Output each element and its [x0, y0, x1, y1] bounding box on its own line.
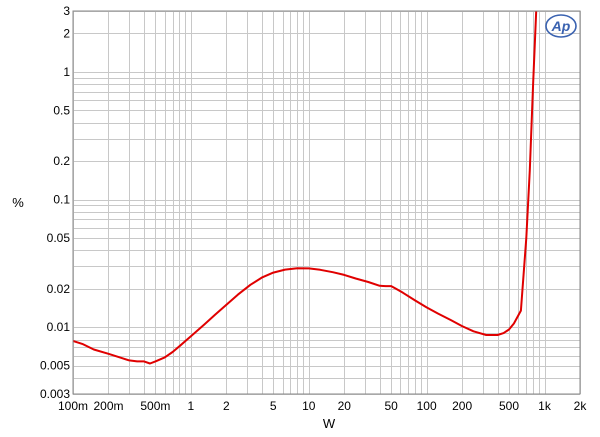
grid-lines — [73, 11, 581, 395]
y-tick-label: 0.1 — [53, 193, 70, 207]
y-tick-label: 1 — [63, 65, 70, 79]
thd-series-line — [73, 11, 538, 365]
x-tick-label: 10 — [302, 399, 316, 413]
x-tick-label: 100 — [417, 399, 437, 413]
x-axis-label: W — [323, 416, 336, 431]
x-tick-label: 20 — [338, 399, 352, 413]
y-tick-label: 0.02 — [47, 282, 71, 296]
x-tick-label: 1 — [188, 399, 195, 413]
x-tick-label: 500m — [140, 399, 170, 413]
x-tick-label: 2 — [223, 399, 230, 413]
x-tick-label: 200 — [452, 399, 472, 413]
y-axis-label: % — [12, 195, 24, 210]
plot-frame — [72, 10, 581, 395]
tick-labels: 100m 200m 500m 1 2 5 10 20 50 100 200 500 1k 2k 0.003 0… — [40, 4, 587, 413]
x-tick-label: 1k — [538, 399, 552, 413]
x-tick-label: 50 — [384, 399, 398, 413]
y-tick-label: 0.05 — [47, 231, 71, 245]
y-tick-label: 0.003 — [40, 387, 70, 401]
y-tick-label: 0.005 — [40, 359, 70, 373]
y-tick-label: 0.01 — [47, 320, 71, 334]
series-lines — [73, 11, 538, 365]
x-tick-label: 5 — [270, 399, 277, 413]
y-tick-label: 0.5 — [53, 103, 70, 117]
y-tick-label: 3 — [63, 4, 70, 18]
x-tick-label: 500 — [499, 399, 519, 413]
y-tick-label: 0.2 — [53, 154, 70, 168]
y-tick-label: 2 — [63, 26, 70, 40]
x-tick-label: 200m — [93, 399, 123, 413]
ap-logo-icon: Ap — [545, 14, 577, 38]
ap-logo-text: Ap — [551, 18, 571, 34]
x-tick-label: 100m — [58, 399, 88, 413]
x-tick-label: 2k — [574, 399, 588, 413]
